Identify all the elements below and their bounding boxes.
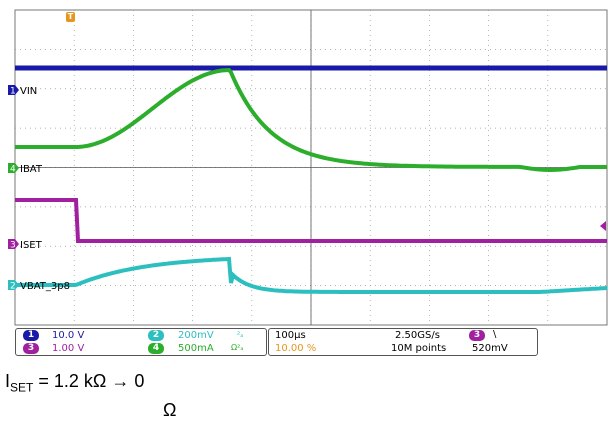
ch3-badge[interactable]: 3 bbox=[23, 343, 39, 354]
horizontal-panel bbox=[268, 328, 538, 356]
caption-line2: Ω bbox=[163, 400, 177, 420]
ch2-trace bbox=[15, 256, 608, 294]
ch2-marker-number: 2 bbox=[10, 282, 16, 292]
ch2-badge[interactable]: 2 bbox=[148, 330, 164, 341]
ch4-badge[interactable]: 4 bbox=[148, 343, 164, 354]
timebase-div[interactable]: 100µs bbox=[275, 330, 306, 341]
trigger-position-icon: T bbox=[66, 12, 75, 22]
trigger-slope-icon: \ bbox=[493, 329, 497, 340]
ch4-trace bbox=[15, 67, 607, 172]
ch3-scale[interactable]: 1.00 V bbox=[52, 343, 85, 354]
ch3-marker[interactable]: 3 ISET bbox=[8, 239, 43, 251]
caption-text: = 1.2 kΩ → 0 bbox=[33, 371, 145, 391]
ch1-scale[interactable]: 10.0 V bbox=[52, 330, 85, 341]
trigger-level[interactable]: 520mV bbox=[472, 343, 508, 354]
trigger-position-marker[interactable]: T bbox=[66, 12, 78, 28]
caption-subscript: SET bbox=[10, 380, 34, 395]
sample-rate: 2.50GS/s bbox=[395, 330, 440, 341]
ch1-label: VIN bbox=[20, 86, 37, 97]
ch1-badge[interactable]: 1 bbox=[23, 330, 39, 341]
ch2-label: VBAT_3p8 bbox=[20, 281, 70, 292]
ch3-marker-number: 3 bbox=[10, 241, 16, 251]
ch4-scale[interactable]: 500mA bbox=[178, 343, 214, 354]
waveform-traces bbox=[15, 65, 608, 294]
channel-scale-panel bbox=[15, 328, 267, 356]
ch4-label: IBAT bbox=[20, 164, 43, 175]
caption: ISET = 1.2 kΩ → 0 bbox=[5, 372, 245, 394]
status-bar: 1 10.0 V 3 1.00 V 2 200mV ²ₐ 4 500mA Ω²ₐ… bbox=[15, 328, 607, 356]
trigger-position[interactable]: 10.00 % bbox=[275, 343, 317, 354]
ch3-label: ISET bbox=[20, 240, 43, 251]
ch2-scale[interactable]: 200mV bbox=[178, 330, 214, 341]
ch2-marker[interactable]: 2 VBAT_3p8 bbox=[8, 280, 70, 292]
oscilloscope-display: 1 VIN 4 IBAT 3 ISET 2 VBAT_3p8 bbox=[8, 9, 608, 326]
ch2-bandwidth-icon: ²ₐ bbox=[237, 330, 244, 339]
ch4-impedance-icon: Ω²ₐ bbox=[231, 343, 244, 352]
ch1-marker-arrow bbox=[8, 85, 19, 95]
ch4-marker-arrow bbox=[8, 163, 19, 173]
ch4-marker-number: 4 bbox=[10, 165, 16, 175]
record-length: 10M points bbox=[391, 343, 447, 354]
ch1-marker-number: 1 bbox=[10, 87, 16, 97]
trigger-source-badge[interactable]: 3 bbox=[469, 330, 485, 341]
ch3-marker-arrow bbox=[8, 239, 19, 249]
trigger-level-marker[interactable] bbox=[600, 221, 606, 231]
ch4-marker[interactable]: 4 IBAT bbox=[8, 163, 43, 175]
ch1-marker[interactable]: 1 VIN bbox=[8, 85, 37, 97]
ch3-trace bbox=[15, 198, 607, 243]
caption-prefix: I bbox=[5, 371, 11, 391]
channel-markers: 1 VIN 4 IBAT 3 ISET 2 VBAT_3p8 bbox=[8, 85, 606, 292]
ch2-marker-arrow bbox=[8, 280, 19, 290]
